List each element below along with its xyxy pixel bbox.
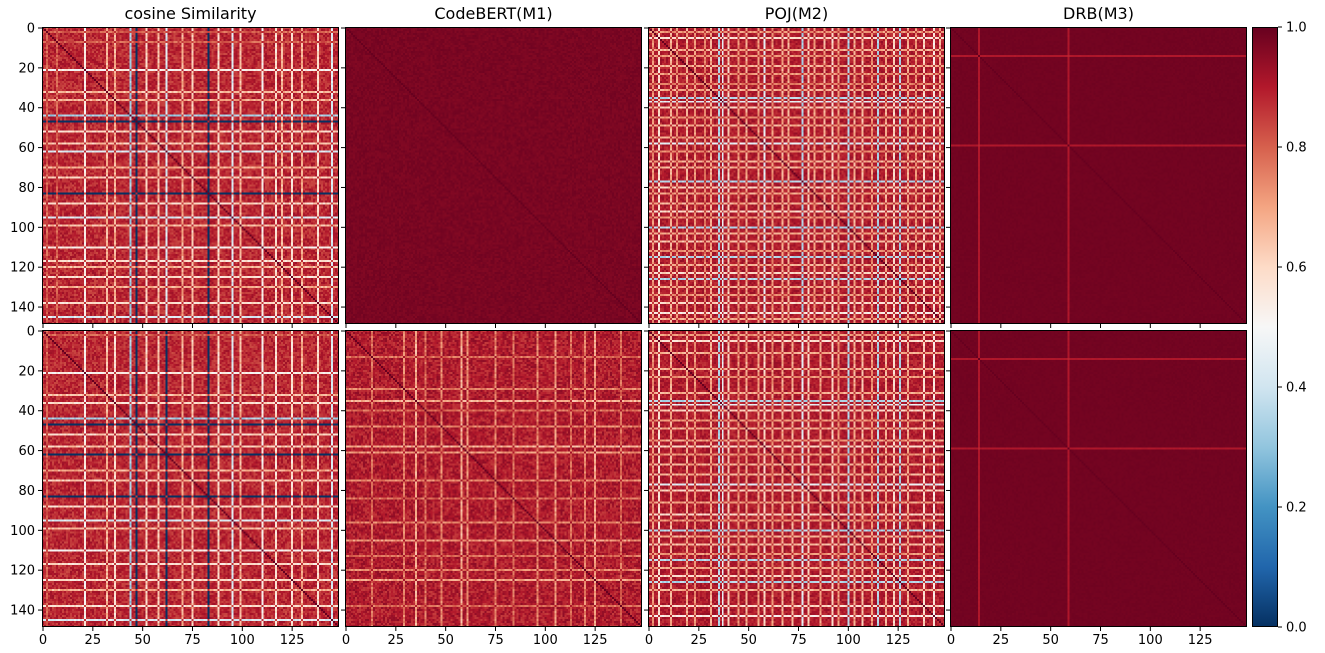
axis-frame bbox=[950, 330, 1247, 627]
axis-frame bbox=[42, 330, 339, 627]
axis-frame bbox=[345, 27, 642, 324]
x-tick-label: 100 bbox=[533, 633, 558, 648]
y-tick-label: 0 bbox=[27, 324, 35, 339]
colorbar-gradient bbox=[1252, 27, 1278, 627]
x-tick-label: 50 bbox=[437, 633, 454, 648]
heatmap-panel: 0 25 50 75 100 125 0 20 40 60 80 100 120 140 bbox=[10, 324, 339, 648]
y-tick-label: 120 bbox=[10, 261, 35, 276]
heatmap-cells bbox=[345, 27, 642, 324]
axis-frame bbox=[950, 27, 1247, 324]
axis-frame bbox=[42, 27, 339, 324]
heatmap-panel: 0 25 50 75 100 125 bbox=[946, 330, 1247, 648]
y-tick-label: 140 bbox=[10, 301, 35, 316]
y-tick-label: 80 bbox=[18, 484, 35, 499]
heatmap-cells bbox=[950, 330, 1247, 627]
colorbar: 0.0 0.2 0.4 0.6 0.8 1.0 bbox=[1252, 21, 1307, 636]
axis-frame bbox=[648, 27, 945, 324]
x-tick-label: 75 bbox=[184, 633, 201, 648]
heatmap-panel: POJ(M2) bbox=[644, 4, 945, 328]
panel-title: DRB(M3) bbox=[1063, 4, 1134, 23]
colorbar-tick-label: 0.4 bbox=[1286, 381, 1307, 396]
colorbar-tick-label: 0.6 bbox=[1286, 261, 1307, 276]
colorbar-tick-label: 0.8 bbox=[1286, 141, 1307, 156]
colorbar-tick-label: 1.0 bbox=[1286, 21, 1307, 36]
x-tick-label: 75 bbox=[1092, 633, 1109, 648]
heatmap-cells bbox=[42, 27, 339, 324]
heatmap-cells bbox=[42, 330, 339, 627]
panel-title: POJ(M2) bbox=[765, 4, 828, 23]
x-tick-label: 0 bbox=[39, 633, 47, 648]
x-tick-label: 75 bbox=[487, 633, 504, 648]
colorbar-tick-label: 0.2 bbox=[1286, 501, 1307, 516]
heatmap-cells bbox=[345, 330, 642, 627]
heatmap-panel: 0 25 50 75 100 125 bbox=[644, 330, 945, 648]
y-tick-label: 120 bbox=[10, 564, 35, 579]
heatmap-cells bbox=[950, 27, 1247, 324]
y-tick-label: 20 bbox=[18, 61, 35, 76]
x-tick-label: 0 bbox=[645, 633, 653, 648]
heatmap-panels: cosine Similarity 0 20 40 60 80 100 120 140 CodeB… bbox=[10, 4, 1247, 648]
heatmap-cells bbox=[648, 330, 945, 627]
heatmap-cells bbox=[648, 27, 945, 324]
y-tick-label: 0 bbox=[27, 21, 35, 36]
x-tick-label: 50 bbox=[1042, 633, 1059, 648]
axis-frame bbox=[345, 330, 642, 627]
colorbar-frame bbox=[1252, 27, 1278, 627]
x-tick-label: 50 bbox=[134, 633, 151, 648]
x-tick-label: 100 bbox=[1138, 633, 1163, 648]
x-tick-label: 100 bbox=[230, 633, 255, 648]
x-tick-label: 50 bbox=[740, 633, 757, 648]
axis-frame bbox=[648, 330, 945, 627]
x-tick-label: 0 bbox=[342, 633, 350, 648]
x-tick-label: 25 bbox=[993, 633, 1010, 648]
y-tick-label: 20 bbox=[18, 364, 35, 379]
panel-title: cosine Similarity bbox=[124, 4, 256, 23]
heatmap-panel: cosine Similarity 0 20 40 60 80 100 120 140 bbox=[10, 4, 339, 328]
x-tick-label: 75 bbox=[790, 633, 807, 648]
y-tick-label: 40 bbox=[18, 101, 35, 116]
y-tick-label: 100 bbox=[10, 524, 35, 539]
x-tick-label: 125 bbox=[280, 633, 305, 648]
x-tick-label: 0 bbox=[947, 633, 955, 648]
panel-title: CodeBERT(M1) bbox=[434, 4, 552, 23]
x-tick-label: 100 bbox=[836, 633, 861, 648]
x-tick-label: 25 bbox=[388, 633, 405, 648]
y-tick-label: 60 bbox=[18, 141, 35, 156]
x-tick-label: 25 bbox=[85, 633, 102, 648]
y-tick-label: 80 bbox=[18, 181, 35, 196]
x-tick-label: 25 bbox=[691, 633, 708, 648]
colorbar-tick-label: 0.0 bbox=[1286, 621, 1307, 636]
heatmap-panel: CodeBERT(M1) bbox=[341, 4, 642, 328]
y-tick-label: 40 bbox=[18, 404, 35, 419]
heatmap-panel: DRB(M3) bbox=[946, 4, 1247, 328]
y-tick-label: 140 bbox=[10, 604, 35, 619]
x-tick-label: 125 bbox=[1188, 633, 1213, 648]
y-tick-label: 100 bbox=[10, 221, 35, 236]
x-tick-label: 125 bbox=[886, 633, 911, 648]
heatmap-panel: 0 25 50 75 100 125 bbox=[341, 330, 642, 648]
x-tick-label: 125 bbox=[583, 633, 608, 648]
y-tick-label: 60 bbox=[18, 444, 35, 459]
